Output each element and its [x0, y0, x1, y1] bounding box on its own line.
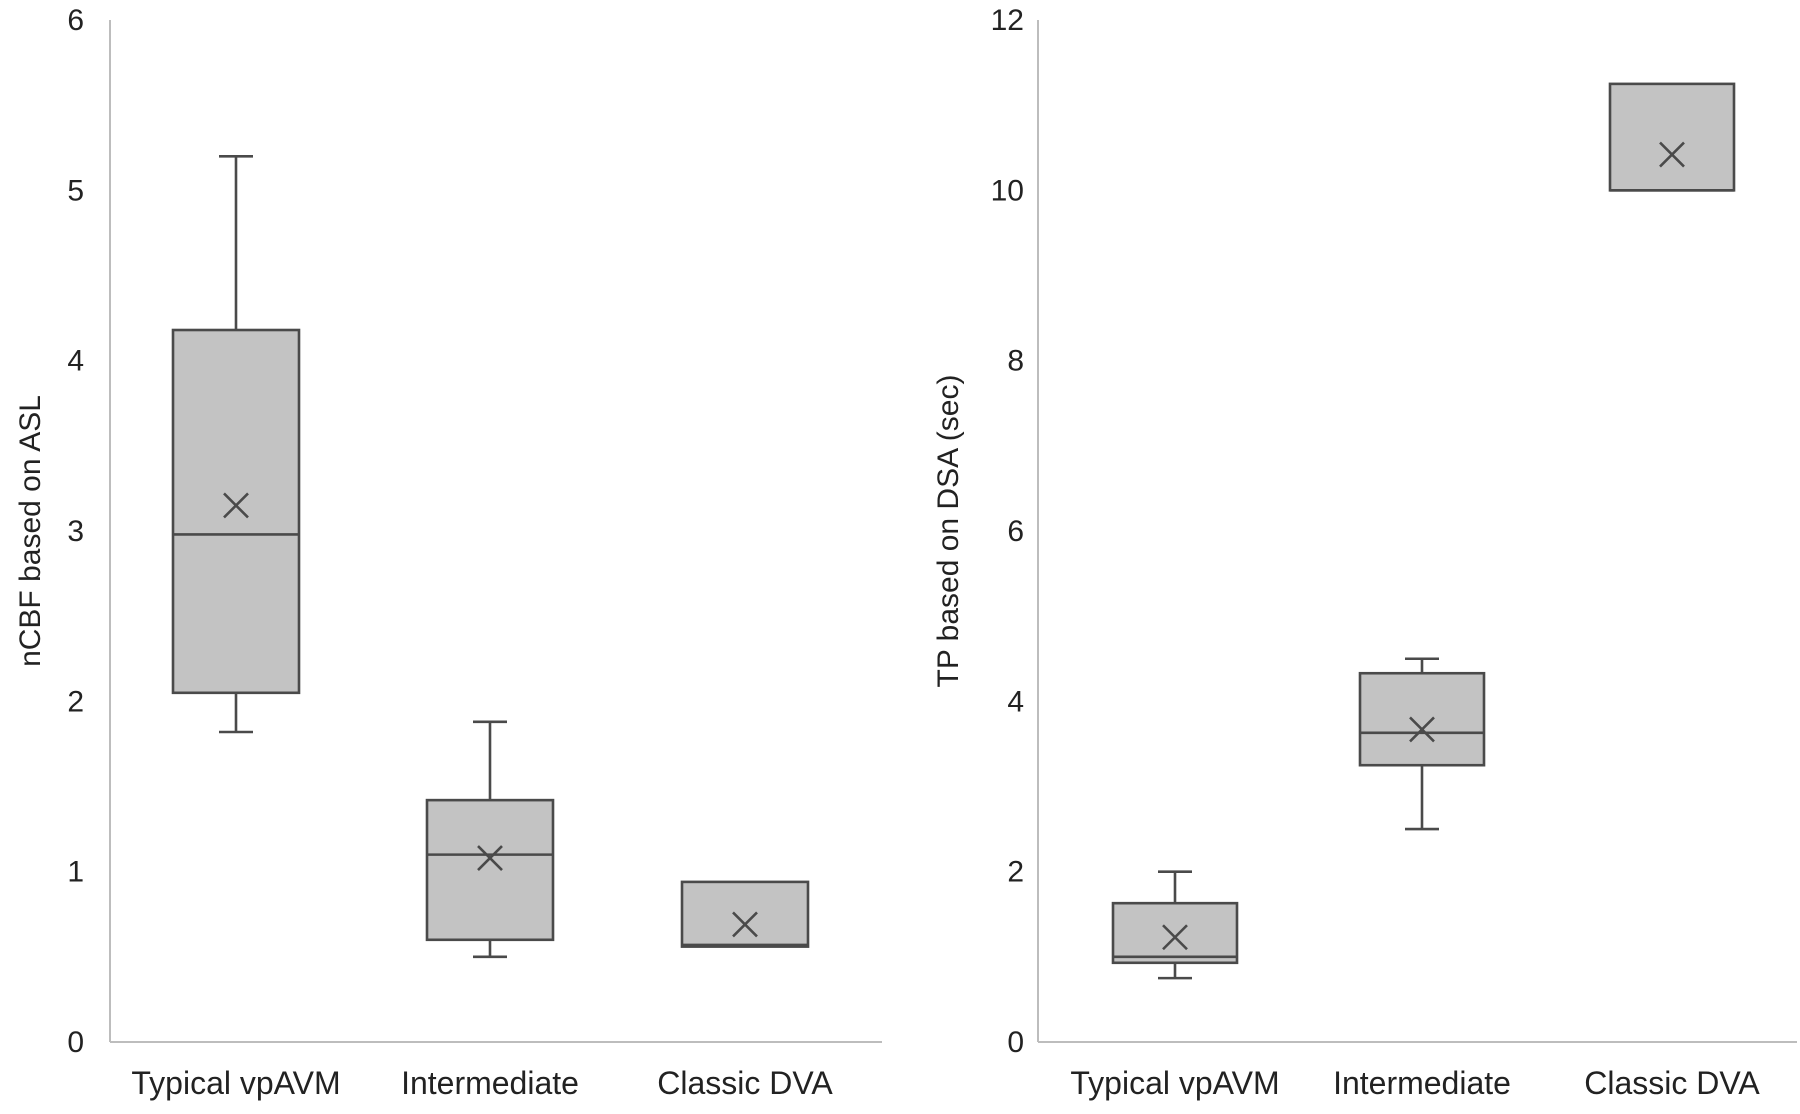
- y-tick-label: 4: [1007, 685, 1024, 718]
- chart-ncbf-asl: 0 1 2 3 4 5 6 nCBF based on ASL Typical vpAVM Int…: [14, 4, 882, 1101]
- box-group: [425, 720, 555, 959]
- y-tick-label: 8: [1007, 345, 1024, 378]
- y-tick-label: 5: [67, 174, 84, 207]
- box-group: [1608, 82, 1736, 192]
- y-tick-label: 6: [1007, 515, 1024, 548]
- mean-marker: [477, 845, 503, 871]
- y-tick-label: 4: [67, 345, 84, 378]
- x-category-label: Typical vpAVM: [131, 1065, 340, 1101]
- box-iqr: [171, 328, 301, 695]
- y-axis-title: nCBF based on ASL: [14, 395, 47, 667]
- x-category-label: Intermediate: [1333, 1065, 1511, 1101]
- mean-marker: [1659, 141, 1685, 168]
- x-category-label: Classic DVA: [1584, 1065, 1760, 1101]
- y-tick-label: 2: [67, 685, 84, 718]
- box-iqr: [425, 798, 555, 942]
- y-tick-label: 1: [67, 856, 84, 889]
- mean-marker: [223, 492, 249, 519]
- x-category-label: Intermediate: [401, 1065, 579, 1101]
- mean-marker: [732, 911, 758, 938]
- box-iqr: [1111, 901, 1239, 965]
- box-group: [680, 880, 810, 948]
- y-tick-label: 3: [67, 515, 84, 548]
- x-category-label: Classic DVA: [657, 1065, 833, 1101]
- box-iqr: [680, 880, 810, 948]
- box-iqr: [1608, 82, 1736, 192]
- y-tick-label: 10: [991, 174, 1024, 207]
- mean-marker: [1409, 716, 1435, 743]
- box-group: [1111, 870, 1239, 980]
- box-iqr: [1358, 671, 1486, 767]
- y-tick-label: 12: [991, 4, 1024, 37]
- box-group: [171, 154, 301, 734]
- y-axis-title: TP based on DSA (sec): [932, 375, 965, 688]
- y-tick-label: 6: [67, 4, 84, 37]
- y-tick-label: 2: [1007, 856, 1024, 889]
- chart-tp-dsa: 0 2 4 6 8 10 12 TP based on DSA (sec) Typical vp…: [932, 4, 1797, 1101]
- y-tick-label: 0: [1007, 1026, 1024, 1059]
- y-tick-label: 0: [67, 1026, 84, 1059]
- box-group: [1358, 657, 1486, 831]
- mean-marker: [1162, 924, 1188, 951]
- x-category-label: Typical vpAVM: [1070, 1065, 1279, 1101]
